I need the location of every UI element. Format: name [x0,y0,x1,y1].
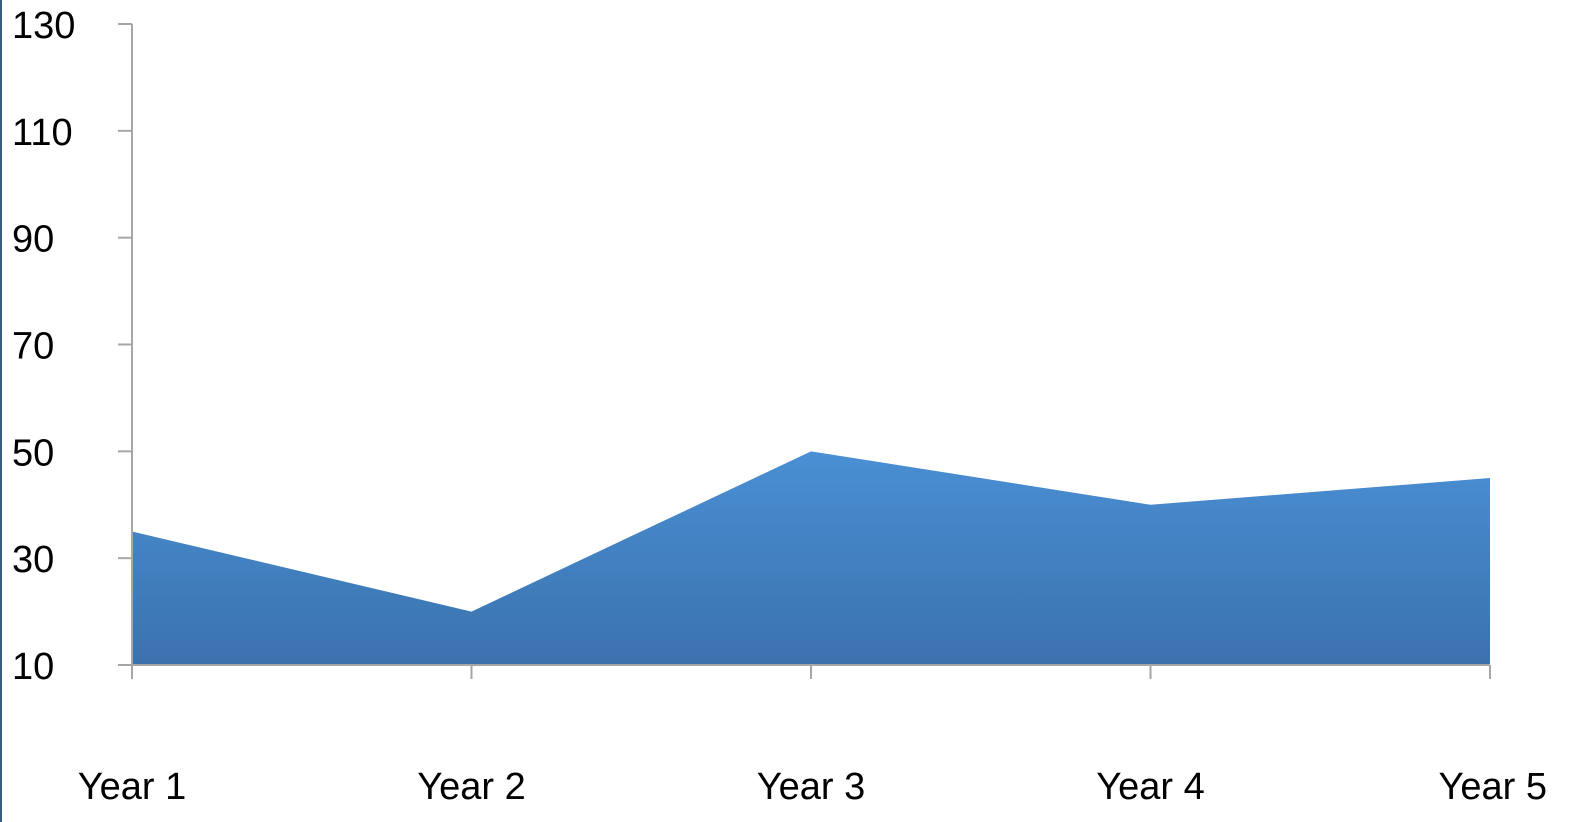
x-tick-label: Year 1 [78,766,186,808]
area-series [132,451,1490,665]
y-tick-label: 50 [12,432,54,474]
x-tick-label: Year 2 [417,766,525,808]
y-tick-label: 130 [12,5,75,47]
x-tick-label: Year 4 [1096,766,1204,808]
y-tick-label: 70 [12,326,54,368]
y-tick-label: 30 [12,539,54,581]
y-tick-label: 110 [12,112,73,154]
y-tick-label: 10 [12,646,54,688]
x-tick-label: Year 5 [1439,766,1547,808]
y-tick-label: 90 [12,219,54,261]
x-tick-label: Year 3 [757,766,865,808]
